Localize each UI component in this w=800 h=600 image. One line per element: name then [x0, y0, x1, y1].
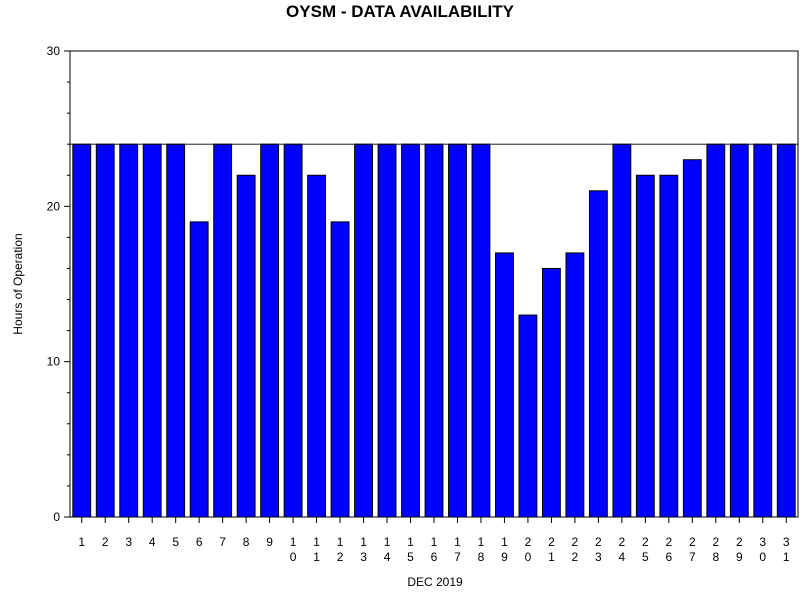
bar-dec-7 — [213, 143, 233, 518]
bar-dec-25 — [635, 174, 655, 518]
bar-dec-12 — [330, 221, 350, 518]
chart-title: OYSM - DATA AVAILABILITY — [286, 2, 515, 21]
bar-dec-3 — [119, 143, 139, 518]
bar-dec-20 — [518, 314, 538, 518]
x-tick-label-8: 8 — [243, 535, 250, 549]
x-axis: 1 2 3 4 5 6 7 8 9 1 01 11 21 31 41 51 61 71 81 92 02 12 22 32 42… — [78, 517, 790, 564]
y-tick-label-10: 10 — [47, 355, 61, 369]
x-tick-label-7: 7 — [219, 535, 226, 549]
y-tick-label-0: 0 — [53, 510, 60, 524]
x-tick-label-1: 1 — [78, 535, 85, 549]
bar-dec-28 — [706, 143, 726, 518]
bar-dec-21 — [542, 267, 561, 518]
bar-dec-11 — [307, 174, 327, 518]
bar-dec-13 — [354, 143, 373, 518]
bar-dec-15 — [401, 143, 420, 518]
x-tick-label-3: 3 — [125, 535, 132, 549]
bar-dec-2 — [95, 143, 115, 518]
bar-dec-4 — [142, 143, 162, 518]
x-axis-label: DEC 2019 — [407, 575, 463, 589]
bar-dec-18 — [471, 143, 491, 518]
bar-dec-6 — [189, 221, 209, 518]
bar-dec-22 — [565, 252, 585, 518]
x-tick-label-4: 4 — [149, 535, 156, 549]
bar-dec-10 — [283, 143, 303, 518]
x-tick-label-9: 9 — [266, 535, 273, 549]
y-axis-label: Hours of Operation — [11, 233, 25, 334]
bars-layer — [72, 143, 796, 518]
x-tick-label-6: 6 — [196, 535, 203, 549]
bar-dec-8 — [236, 174, 256, 518]
bar-dec-23 — [588, 190, 608, 518]
bar-dec-17 — [448, 143, 467, 518]
bar-dec-26 — [659, 174, 679, 518]
bar-dec-1 — [72, 143, 92, 518]
bar-dec-29 — [729, 143, 749, 518]
bar-dec-16 — [424, 143, 444, 518]
bar-dec-9 — [260, 143, 280, 518]
bar-dec-31 — [776, 143, 796, 518]
x-tick-label-2: 2 — [102, 535, 109, 549]
bar-dec-27 — [682, 159, 702, 518]
y-tick-label-30: 30 — [47, 44, 61, 58]
bar-dec-5 — [166, 143, 186, 518]
y-axis: 0 10 20 30 — [47, 44, 70, 524]
bar-dec-14 — [377, 143, 397, 518]
bar-dec-19 — [495, 252, 514, 518]
y-tick-label-20: 20 — [47, 199, 61, 213]
bar-dec-24 — [612, 143, 632, 518]
x-tick-label-5: 5 — [172, 535, 179, 549]
bar-dec-30 — [753, 143, 773, 518]
